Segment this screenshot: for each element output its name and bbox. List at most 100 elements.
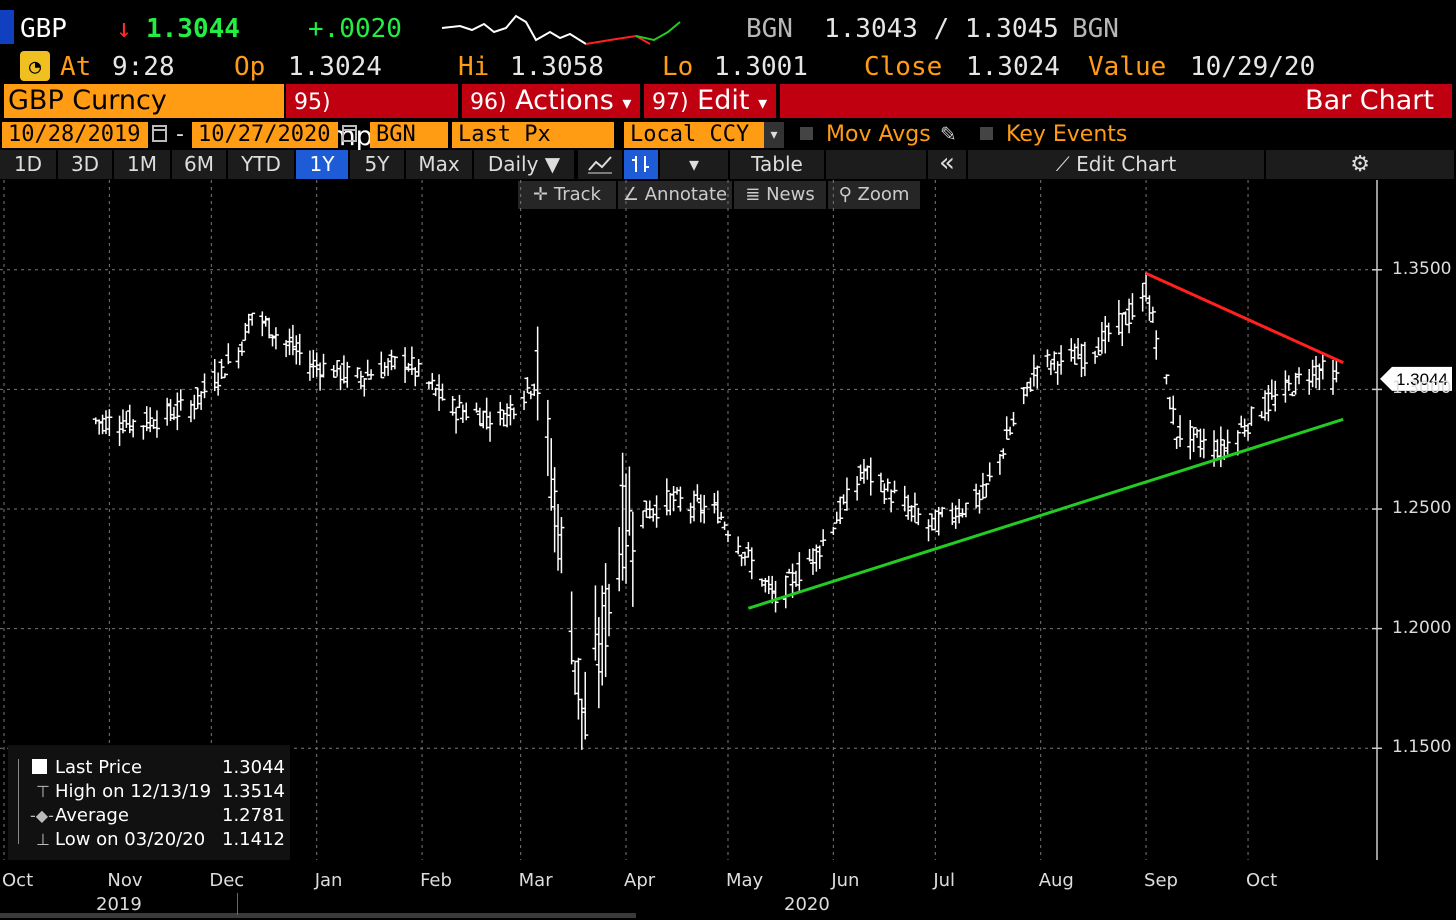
- legend-last-value: 1.3044: [222, 757, 285, 778]
- price-bar: [218, 359, 225, 380]
- price-bar: [1105, 322, 1112, 342]
- price-bar: [956, 498, 963, 524]
- quote-time: 9:28: [112, 52, 175, 82]
- price-bar: [524, 377, 531, 393]
- price-bar: [687, 502, 694, 524]
- price-bar: [150, 419, 157, 429]
- price-bar: [1010, 412, 1017, 427]
- field-selector[interactable]: Last Px: [452, 122, 614, 148]
- year-scrollbar[interactable]: [0, 913, 636, 918]
- price-bar: [1194, 428, 1201, 438]
- price-bar: [283, 340, 290, 358]
- edit-number: 97): [652, 90, 689, 115]
- price-bar: [724, 530, 731, 543]
- price-chart[interactable]: 1.3044: [0, 180, 1456, 920]
- price-bar: [1296, 367, 1303, 385]
- legend-average-value: 1.2781: [222, 805, 285, 826]
- price-bar: [476, 407, 483, 427]
- price-bar: [1200, 428, 1207, 459]
- frequency-dropdown[interactable]: Daily ▼: [474, 150, 574, 179]
- period-5y[interactable]: 5Y: [350, 150, 404, 179]
- price-bar: [1173, 436, 1180, 449]
- price-bar: [412, 367, 419, 387]
- legend-box: Last Price 1.3044 ⊤ High on 12/13/19 1.3…: [8, 745, 290, 860]
- price-bar: [891, 480, 898, 494]
- legend-last-label: Last Price: [55, 757, 143, 778]
- collapse-icon[interactable]: «: [928, 150, 966, 179]
- price-bar: [1333, 360, 1340, 383]
- price-bar: [1068, 338, 1075, 362]
- price-bar: [1102, 315, 1109, 354]
- compare-number: 95): [294, 90, 331, 115]
- period-3d[interactable]: 3D: [58, 150, 112, 179]
- price-bar: [317, 362, 324, 391]
- price-bar: [453, 407, 460, 434]
- end-date-field[interactable]: 10/27/2020: [192, 122, 338, 148]
- x-tick-label: Mar: [518, 870, 553, 891]
- price-bar: [599, 585, 606, 686]
- period-1m[interactable]: 1M: [114, 150, 170, 179]
- price-bar: [629, 511, 636, 607]
- price-bar: [405, 362, 412, 372]
- table-button[interactable]: Table: [730, 150, 824, 179]
- edit-label: Edit: [697, 85, 750, 116]
- price-bar: [595, 617, 602, 709]
- price-bar: [939, 506, 946, 518]
- key-events-checkbox[interactable]: [980, 127, 993, 140]
- source-field[interactable]: BGN: [370, 122, 448, 148]
- price-bar: [473, 402, 480, 413]
- start-date-field[interactable]: 10/28/2019: [2, 122, 148, 148]
- mov-avgs-checkbox[interactable]: [800, 127, 813, 140]
- edit-chart-icon: ⟋: [1055, 152, 1077, 176]
- period-1d[interactable]: 1D: [0, 150, 56, 179]
- x-tick-label: May: [725, 870, 764, 891]
- start-calendar-icon[interactable]: [152, 125, 167, 142]
- price-bar: [119, 409, 126, 434]
- line-chart-icon[interactable]: [578, 150, 622, 179]
- price-bar: [837, 496, 844, 525]
- currency-dropdown-icon[interactable]: ▾: [764, 122, 784, 148]
- price-bar: [436, 374, 443, 411]
- price-bar: [147, 407, 154, 433]
- edit-chart-button[interactable]: ⟋ Edit Chart: [968, 150, 1264, 179]
- actions-button[interactable]: 96) Actions ▾: [462, 84, 640, 118]
- zoom-button[interactable]: ⚲ Zoom: [828, 181, 920, 209]
- period-1y[interactable]: 1Y: [296, 150, 348, 179]
- currency-selector[interactable]: Local CCY: [624, 122, 764, 148]
- price-bar: [361, 378, 368, 397]
- period-ytd[interactable]: YTD: [228, 150, 294, 179]
- track-button[interactable]: ✛ Track: [518, 181, 616, 209]
- mov-avgs-label[interactable]: Mov Avgs: [826, 122, 931, 147]
- zoom-label: Zoom: [857, 184, 910, 205]
- x-tick-label: Oct: [1246, 870, 1278, 891]
- price-bar: [1024, 381, 1031, 397]
- price-bar: [140, 425, 147, 440]
- end-calendar-icon[interactable]: [342, 125, 357, 142]
- price-bar: [1319, 354, 1326, 380]
- price-bar: [792, 570, 799, 587]
- bar-chart-icon[interactable]: [624, 150, 658, 179]
- edit-chart-label: Edit Chart: [1076, 152, 1177, 176]
- period-6m[interactable]: 6M: [172, 150, 226, 179]
- security-field[interactable]: GBP Curncy: [4, 84, 284, 118]
- price-bar: [809, 548, 816, 575]
- price-bar: [174, 392, 181, 431]
- price-bar: [1190, 427, 1197, 453]
- price-bar: [1166, 396, 1173, 410]
- period-max[interactable]: Max: [406, 150, 472, 179]
- price-bar: [439, 383, 446, 401]
- x-tick-label: Nov: [107, 870, 143, 891]
- news-button[interactable]: ≣ News: [734, 181, 826, 209]
- price-bar: [623, 473, 630, 584]
- price-bar: [735, 536, 742, 555]
- chart-style-dropdown-icon[interactable]: ▾: [660, 150, 728, 179]
- edit-button[interactable]: 97) Edit ▾: [644, 84, 776, 118]
- annotate-button[interactable]: ∠ Annotate: [618, 181, 732, 209]
- price-bar: [354, 367, 361, 379]
- price-bar: [368, 369, 375, 380]
- ticker[interactable]: GBP: [20, 14, 67, 44]
- settings-gear-icon[interactable]: ⚙: [1266, 150, 1454, 179]
- key-events-label[interactable]: Key Events: [1006, 122, 1128, 147]
- pencil-icon[interactable]: ✎: [940, 122, 957, 146]
- compare-button[interactable]: 95) Compare: [286, 84, 458, 152]
